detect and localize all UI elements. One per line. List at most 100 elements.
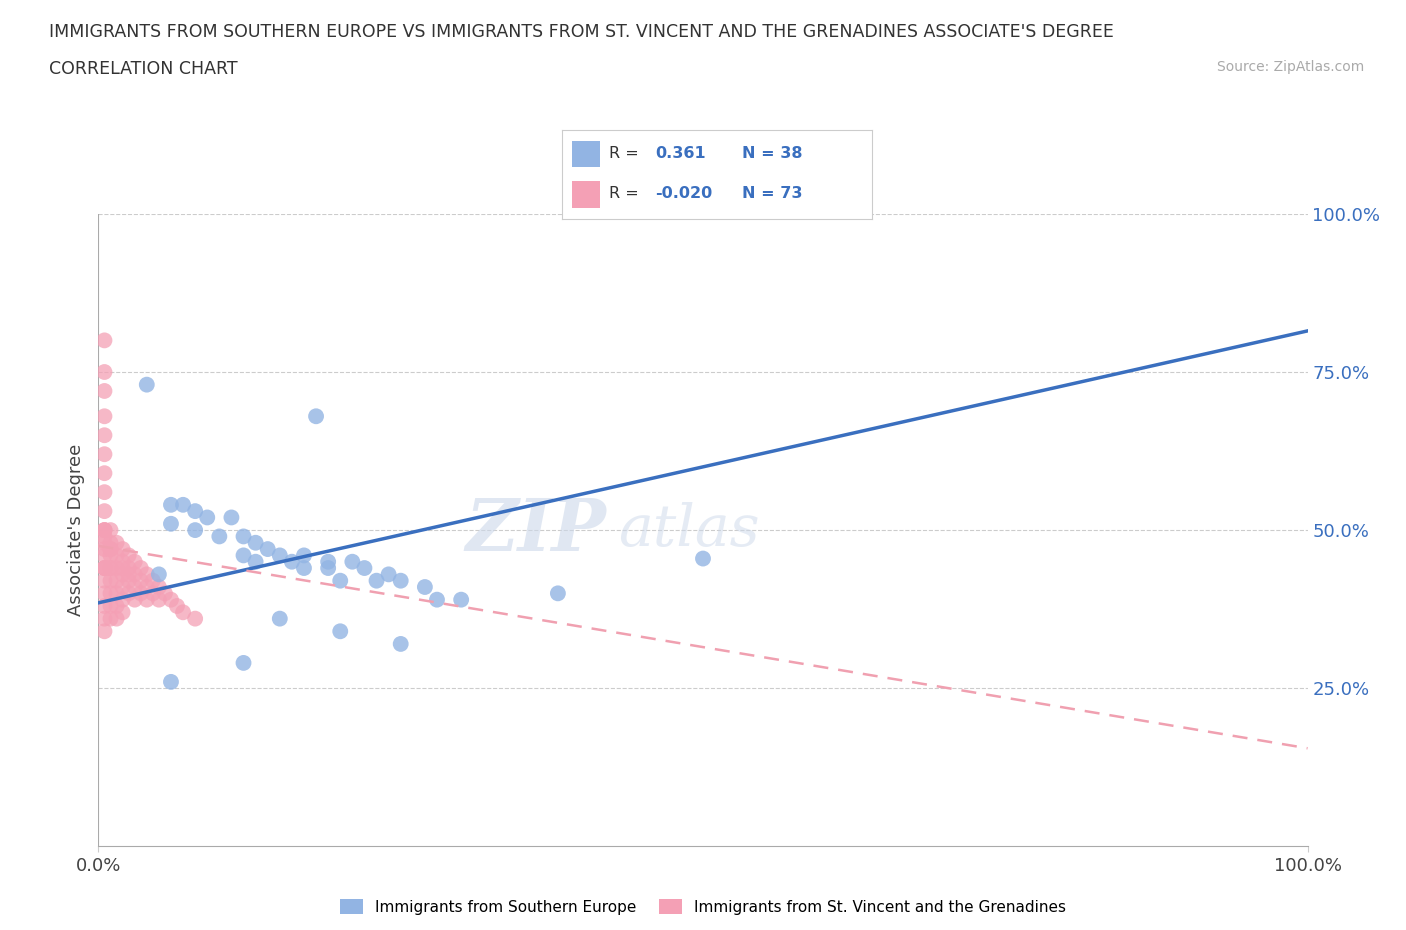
Point bbox=[111, 561, 134, 576]
Point bbox=[366, 573, 388, 588]
Point bbox=[329, 573, 352, 588]
Point bbox=[93, 573, 115, 588]
Point bbox=[100, 561, 122, 576]
Legend: Immigrants from Southern Europe, Immigrants from St. Vincent and the Grenadines: Immigrants from Southern Europe, Immigra… bbox=[333, 893, 1073, 921]
Point bbox=[105, 586, 128, 601]
Point bbox=[377, 567, 399, 582]
Point bbox=[160, 498, 183, 512]
Point bbox=[111, 592, 134, 607]
Point bbox=[105, 573, 128, 588]
Bar bbox=[572, 181, 599, 208]
Point bbox=[184, 523, 207, 538]
Point bbox=[124, 567, 146, 582]
Text: R =: R = bbox=[609, 146, 644, 161]
Point bbox=[100, 586, 122, 601]
Point bbox=[547, 586, 569, 601]
Point bbox=[245, 536, 267, 551]
Point bbox=[100, 561, 122, 576]
Point bbox=[208, 529, 231, 544]
Point bbox=[166, 599, 188, 614]
Point bbox=[148, 579, 170, 594]
Point bbox=[142, 586, 165, 601]
Point bbox=[118, 567, 141, 582]
Point bbox=[93, 561, 115, 576]
Point bbox=[100, 536, 122, 551]
Point bbox=[153, 586, 176, 601]
Point bbox=[118, 573, 141, 588]
Point bbox=[105, 561, 128, 576]
Point bbox=[93, 624, 115, 639]
Point bbox=[93, 561, 115, 576]
Point bbox=[142, 573, 165, 588]
Point bbox=[342, 554, 364, 569]
Point bbox=[124, 592, 146, 607]
Point bbox=[111, 554, 134, 569]
Text: 0.361: 0.361 bbox=[655, 146, 706, 161]
Point bbox=[100, 541, 122, 556]
Point bbox=[118, 561, 141, 576]
Text: CORRELATION CHART: CORRELATION CHART bbox=[49, 60, 238, 78]
Point bbox=[105, 599, 128, 614]
Point bbox=[118, 586, 141, 601]
Point bbox=[292, 548, 315, 563]
Point bbox=[111, 567, 134, 582]
Point bbox=[100, 611, 122, 626]
Text: N = 73: N = 73 bbox=[742, 186, 803, 201]
Point bbox=[124, 579, 146, 594]
Point bbox=[93, 504, 115, 519]
Point bbox=[305, 409, 328, 424]
Point bbox=[93, 611, 115, 626]
Point bbox=[160, 592, 183, 607]
Point bbox=[93, 446, 115, 461]
Point bbox=[329, 624, 352, 639]
Text: R =: R = bbox=[609, 186, 644, 201]
Point bbox=[292, 561, 315, 576]
Point bbox=[93, 428, 115, 443]
Point bbox=[105, 536, 128, 551]
Point bbox=[221, 510, 243, 525]
Point bbox=[100, 541, 122, 556]
Bar bbox=[572, 140, 599, 167]
Point bbox=[124, 554, 146, 569]
Point bbox=[129, 561, 152, 576]
Point bbox=[93, 409, 115, 424]
Point bbox=[93, 523, 115, 538]
Point bbox=[93, 541, 115, 556]
Point bbox=[148, 567, 170, 582]
Point bbox=[172, 604, 194, 619]
Point bbox=[93, 365, 115, 379]
Point bbox=[129, 586, 152, 601]
Point bbox=[160, 516, 183, 531]
Point bbox=[135, 567, 157, 582]
Point bbox=[184, 504, 207, 519]
Text: IMMIGRANTS FROM SOUTHERN EUROPE VS IMMIGRANTS FROM ST. VINCENT AND THE GRENADINE: IMMIGRANTS FROM SOUTHERN EUROPE VS IMMIG… bbox=[49, 23, 1114, 41]
Text: atlas: atlas bbox=[619, 502, 761, 558]
Text: ZIP: ZIP bbox=[465, 495, 606, 565]
Text: Source: ZipAtlas.com: Source: ZipAtlas.com bbox=[1216, 60, 1364, 74]
Point bbox=[111, 604, 134, 619]
Text: -0.020: -0.020 bbox=[655, 186, 713, 201]
Point bbox=[389, 636, 412, 651]
Point bbox=[111, 541, 134, 556]
Point bbox=[232, 656, 254, 671]
Point bbox=[100, 573, 122, 588]
Point bbox=[160, 674, 183, 689]
Point bbox=[135, 378, 157, 392]
Point bbox=[93, 529, 115, 544]
Point bbox=[316, 561, 339, 576]
Point bbox=[100, 599, 122, 614]
Point bbox=[129, 573, 152, 588]
Point bbox=[269, 611, 291, 626]
Point bbox=[353, 561, 375, 576]
Point bbox=[172, 498, 194, 512]
Point bbox=[232, 548, 254, 563]
Point bbox=[93, 561, 115, 576]
Point bbox=[450, 592, 472, 607]
Point bbox=[93, 333, 115, 348]
Point bbox=[281, 554, 304, 569]
Point bbox=[389, 573, 412, 588]
Point bbox=[256, 541, 278, 556]
Point bbox=[93, 599, 115, 614]
Point bbox=[426, 592, 449, 607]
Point bbox=[93, 548, 115, 563]
